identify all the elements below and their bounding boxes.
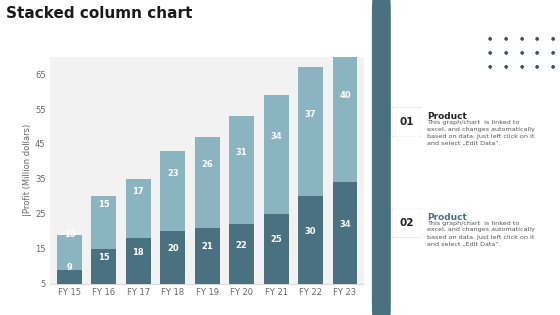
FancyBboxPatch shape	[391, 107, 422, 137]
Bar	[91, 249, 116, 301]
Text: 10: 10	[63, 230, 75, 239]
Bar	[160, 231, 185, 301]
Text: ●: ●	[519, 49, 524, 54]
Bar	[57, 270, 82, 301]
Bar	[298, 67, 323, 196]
FancyBboxPatch shape	[391, 208, 422, 238]
Text: ●: ●	[488, 64, 492, 69]
Text: ●: ●	[519, 64, 524, 69]
Text: ●: ●	[550, 64, 555, 69]
Text: Stacked column chart: Stacked column chart	[6, 6, 192, 21]
Text: ●: ●	[535, 49, 539, 54]
Text: 18: 18	[133, 248, 144, 257]
Bar	[195, 137, 220, 228]
Bar	[160, 151, 185, 231]
Text: 15: 15	[98, 200, 110, 209]
Bar	[126, 238, 151, 301]
Bar	[195, 228, 220, 301]
Text: ●: ●	[503, 64, 508, 69]
Bar	[57, 235, 82, 270]
Text: 26: 26	[202, 160, 213, 169]
Bar	[126, 179, 151, 238]
Text: 31: 31	[236, 148, 248, 157]
Text: ●: ●	[503, 49, 508, 54]
Text: 17: 17	[133, 186, 144, 196]
Text: 37: 37	[305, 110, 316, 119]
Bar	[91, 196, 116, 249]
Text: This graph/chart  is linked to
excel, and changes automatically
based on data. J: This graph/chart is linked to excel, and…	[427, 120, 535, 146]
Text: 21: 21	[202, 242, 213, 251]
Text: 34: 34	[339, 220, 351, 229]
Text: 23: 23	[167, 169, 179, 178]
Bar	[264, 95, 288, 214]
Bar	[264, 214, 288, 301]
Text: 01: 01	[399, 117, 414, 127]
Text: This graph/chart  is linked to
excel, and changes automatically
based on data. J: This graph/chart is linked to excel, and…	[427, 220, 535, 247]
Bar	[298, 196, 323, 301]
Text: Product: Product	[427, 112, 466, 121]
Text: ●: ●	[550, 49, 555, 54]
Bar	[333, 43, 357, 182]
Text: 40: 40	[339, 91, 351, 100]
FancyBboxPatch shape	[372, 0, 391, 315]
Text: 20: 20	[167, 244, 179, 253]
Text: ●: ●	[535, 64, 539, 69]
Bar	[333, 182, 357, 301]
Text: ●: ●	[535, 35, 539, 40]
Text: ●: ●	[488, 35, 492, 40]
Text: ●: ●	[519, 35, 524, 40]
Y-axis label: |Profit (Million dollars): |Profit (Million dollars)	[23, 124, 32, 216]
Text: Product: Product	[427, 213, 466, 222]
Text: ●: ●	[503, 35, 508, 40]
Bar	[229, 116, 254, 224]
Text: ●: ●	[488, 49, 492, 54]
Text: 22: 22	[236, 241, 248, 249]
Text: ●: ●	[550, 35, 555, 40]
Text: 30: 30	[305, 227, 316, 236]
Text: 15: 15	[98, 253, 110, 262]
Text: 02: 02	[399, 218, 414, 228]
Text: 34: 34	[270, 132, 282, 141]
Text: 25: 25	[270, 235, 282, 244]
Bar	[229, 224, 254, 301]
Text: 9: 9	[67, 263, 72, 272]
